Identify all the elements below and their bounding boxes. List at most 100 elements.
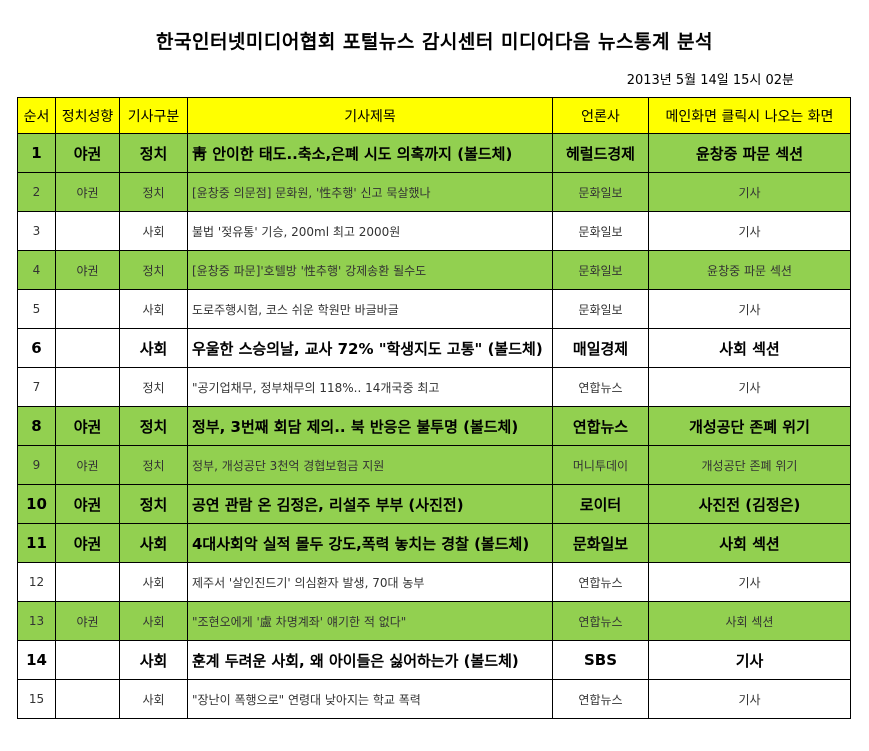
- cell-screen: 사회 섹션: [648, 523, 851, 563]
- table-row: 13 야권 사회 "조현오에게 '盧 차명계좌' 얘기한 적 없다" 연합뉴스 사회 섹션: [17, 601, 851, 641]
- table-row: 14 사회 훈계 두려운 사회, 왜 아이들은 싫어하는가 (볼드체) SBS 기사: [17, 640, 851, 680]
- cell-screen: 개성공단 존폐 위기: [648, 445, 851, 485]
- table-row: 1 야권 정치 靑 안이한 태도..축소,은폐 시도 의혹까지 (볼드체) 헤럴드경제 윤…: [17, 133, 851, 173]
- header-row: 순서 정치성향 기사구분 기사제목 언론사 메인화면 클릭시 나오는 화면: [17, 97, 851, 134]
- cell-lean: [55, 640, 120, 680]
- cell-press: 연합뉴스: [552, 562, 649, 602]
- cell-screen: 기사: [648, 172, 851, 212]
- cell-headline: [윤창중 의문점] 문화원, '性추행' 신고 묵살했나: [187, 172, 553, 212]
- cell-screen: 사회 섹션: [648, 601, 851, 641]
- cell-screen: 기사: [648, 679, 851, 719]
- cell-press: 연합뉴스: [552, 679, 649, 719]
- cell-lean: 야권: [55, 250, 120, 290]
- table-row: 3 사회 불법 '젖유통' 기승, 200ml 최고 2000원 문화일보 기사: [17, 211, 851, 251]
- cell-no: 1: [17, 133, 56, 173]
- table-row: 4 야권 정치 [윤창중 파문]'호텔방 '性추행' 강제송환 될수도 문화일보 윤창중 …: [17, 250, 851, 290]
- cell-category: 정치: [119, 445, 188, 485]
- table-row: 9 야권 정치 정부, 개성공단 3천억 경협보험금 지원 머니투데이 개성공단 존폐 위…: [17, 445, 851, 485]
- cell-lean: 야권: [55, 172, 120, 212]
- cell-lean: 야권: [55, 445, 120, 485]
- header-no: 순서: [17, 97, 56, 134]
- table-row: 15 사회 "장난이 폭행으로" 연령대 낮아지는 학교 폭력 연합뉴스 기사: [17, 679, 851, 719]
- cell-headline: 공연 관람 온 김정은, 리설주 부부 (사진전): [187, 484, 553, 524]
- cell-category: 정치: [119, 484, 188, 524]
- cell-category: 정치: [119, 133, 188, 173]
- cell-no: 15: [17, 679, 56, 719]
- cell-category: 사회: [119, 211, 188, 251]
- cell-no: 13: [17, 601, 56, 641]
- cell-headline: 靑 안이한 태도..축소,은폐 시도 의혹까지 (볼드체): [187, 133, 553, 173]
- cell-lean: 야권: [55, 601, 120, 641]
- cell-press: 문화일보: [552, 289, 649, 329]
- cell-headline: 도로주행시험, 코스 쉬운 학원만 바글바글: [187, 289, 553, 329]
- cell-screen: 기사: [648, 367, 851, 407]
- cell-no: 11: [17, 523, 56, 563]
- cell-no: 2: [17, 172, 56, 212]
- cell-lean: [55, 679, 120, 719]
- cell-screen: 기사: [648, 640, 851, 680]
- header-headline: 기사제목: [187, 97, 553, 134]
- cell-screen: 사회 섹션: [648, 328, 851, 368]
- table-row: 2 야권 정치 [윤창중 의문점] 문화원, '性추행' 신고 묵살했나 문화일보 기사: [17, 172, 851, 212]
- cell-category: 사회: [119, 640, 188, 680]
- cell-lean: 야권: [55, 484, 120, 524]
- cell-headline: "공기업채무, 정부채무의 118%.. 14개국중 최고: [187, 367, 553, 407]
- cell-no: 3: [17, 211, 56, 251]
- cell-no: 14: [17, 640, 56, 680]
- cell-lean: 야권: [55, 406, 120, 446]
- table-row: 10 야권 정치 공연 관람 온 김정은, 리설주 부부 (사진전) 로이터 사진전 (김…: [17, 484, 851, 524]
- cell-press: 연합뉴스: [552, 601, 649, 641]
- cell-lean: 야권: [55, 133, 120, 173]
- cell-press: 문화일보: [552, 211, 649, 251]
- cell-screen: 개성공단 존폐 위기: [648, 406, 851, 446]
- cell-headline: 4대사회악 실적 몰두 강도,폭력 놓치는 경찰 (볼드체): [187, 523, 553, 563]
- cell-category: 정치: [119, 367, 188, 407]
- cell-no: 7: [17, 367, 56, 407]
- cell-lean: [55, 289, 120, 329]
- cell-no: 4: [17, 250, 56, 290]
- cell-press: 문화일보: [552, 250, 649, 290]
- cell-screen: 기사: [648, 211, 851, 251]
- cell-press: 머니투데이: [552, 445, 649, 485]
- cell-press: 매일경제: [552, 328, 649, 368]
- cell-headline: 우울한 스승의날, 교사 72% "학생지도 고통" (볼드체): [187, 328, 553, 368]
- header-screen: 메인화면 클릭시 나오는 화면: [648, 97, 851, 134]
- cell-category: 정치: [119, 406, 188, 446]
- cell-headline: "조현오에게 '盧 차명계좌' 얘기한 적 없다": [187, 601, 553, 641]
- cell-category: 정치: [119, 172, 188, 212]
- cell-screen: 기사: [648, 289, 851, 329]
- cell-screen: 윤창중 파문 섹션: [648, 133, 851, 173]
- cell-lean: [55, 562, 120, 602]
- cell-headline: "장난이 폭행으로" 연령대 낮아지는 학교 폭력: [187, 679, 553, 719]
- table-row: 6 사회 우울한 스승의날, 교사 72% "학생지도 고통" (볼드체) 매일경제 사…: [17, 328, 851, 368]
- cell-lean: [55, 211, 120, 251]
- cell-press: 문화일보: [552, 523, 649, 563]
- page-title: 한국인터넷미디어협회 포털뉴스 감시센터 미디어다음 뉴스통계 분석: [156, 31, 713, 53]
- cell-headline: 제주서 '살인진드기' 의심환자 발생, 70대 농부: [187, 562, 553, 602]
- cell-headline: 훈계 두려운 사회, 왜 아이들은 싫어하는가 (볼드체): [187, 640, 553, 680]
- cell-category: 사회: [119, 679, 188, 719]
- table-row: 5 사회 도로주행시험, 코스 쉬운 학원만 바글바글 문화일보 기사: [17, 289, 851, 329]
- table-row: 7 정치 "공기업채무, 정부채무의 118%.. 14개국중 최고 연합뉴스 기사: [17, 367, 851, 407]
- cell-headline: 정부, 3번째 회담 제의.. 북 반응은 불투명 (볼드체): [187, 406, 553, 446]
- header-press: 언론사: [552, 97, 649, 134]
- cell-screen: 사진전 (김정은): [648, 484, 851, 524]
- cell-headline: [윤창중 파문]'호텔방 '性추행' 강제송환 될수도: [187, 250, 553, 290]
- cell-no: 12: [17, 562, 56, 602]
- cell-no: 9: [17, 445, 56, 485]
- cell-screen: 기사: [648, 562, 851, 602]
- cell-no: 8: [17, 406, 56, 446]
- cell-press: 로이터: [552, 484, 649, 524]
- cell-headline: 정부, 개성공단 3천억 경협보험금 지원: [187, 445, 553, 485]
- cell-press: 헤럴드경제: [552, 133, 649, 173]
- cell-headline: 불법 '젖유통' 기승, 200ml 최고 2000원: [187, 211, 553, 251]
- cell-lean: [55, 328, 120, 368]
- cell-press: 연합뉴스: [552, 406, 649, 446]
- cell-category: 사회: [119, 601, 188, 641]
- cell-lean: [55, 367, 120, 407]
- cell-category: 사회: [119, 523, 188, 563]
- cell-no: 10: [17, 484, 56, 524]
- cell-lean: 야권: [55, 523, 120, 563]
- header-category: 기사구분: [119, 97, 188, 134]
